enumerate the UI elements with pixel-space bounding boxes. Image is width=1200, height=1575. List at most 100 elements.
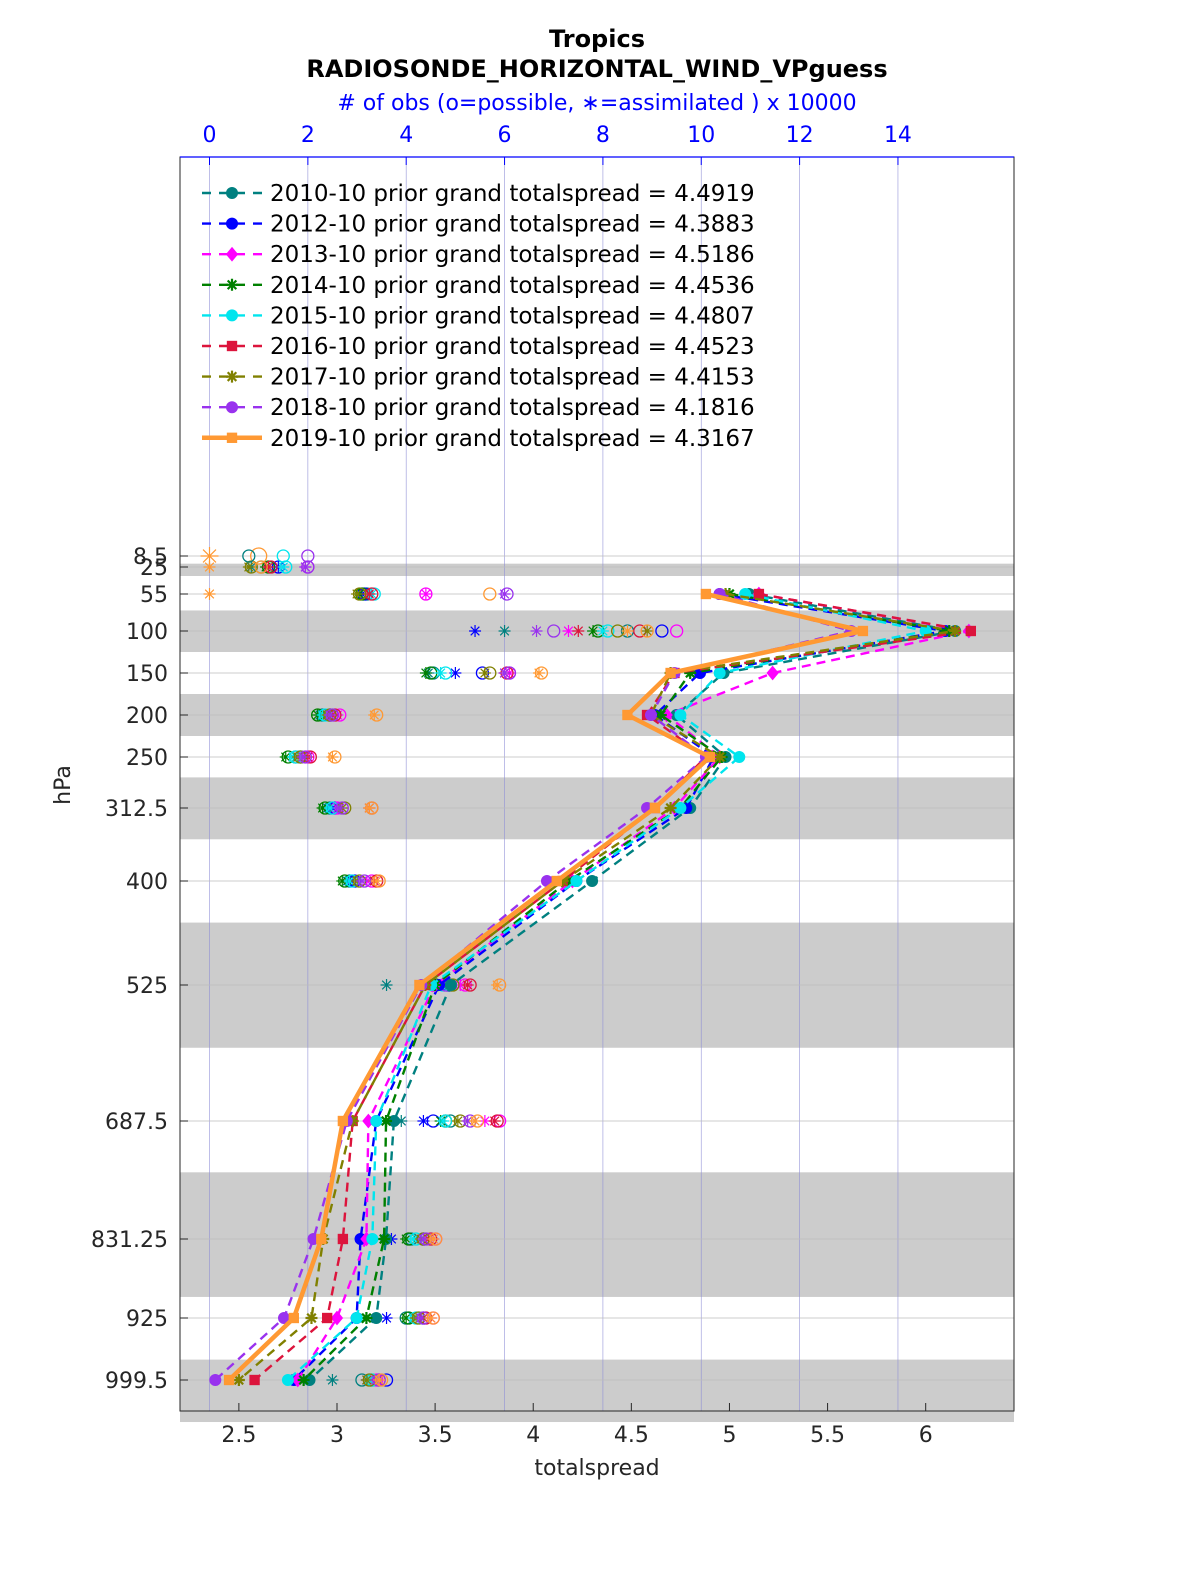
legend-entry-2013-10: 2013-10 prior grand totalspread = 4.5186 <box>270 242 755 268</box>
obs-assimilated-marker <box>491 979 504 991</box>
series-point-2019-10 <box>700 588 712 600</box>
series-point-2019-10 <box>316 1233 327 1245</box>
obs-assimilated-marker <box>296 751 309 763</box>
series-point-2017-10 <box>713 751 726 763</box>
obs-assimilated-marker <box>427 1233 440 1245</box>
series-point-2015-10 <box>674 709 687 721</box>
y-axis-label: hPa <box>51 765 76 805</box>
obs-assimilated-marker <box>478 667 491 679</box>
obs-assimilated-marker <box>498 588 511 600</box>
series-point-2014-10 <box>360 1312 373 1324</box>
series-point-2019-10 <box>857 625 869 637</box>
series-point-2015-10 <box>733 751 746 763</box>
series-point-2019-10 <box>414 979 425 991</box>
chart-title: Tropics <box>549 25 645 53</box>
obs-possible-marker <box>250 547 268 565</box>
obs-assimilated-marker <box>437 1115 450 1127</box>
legend-marker-2012-10 <box>226 217 238 230</box>
series-point-2019-10 <box>622 709 633 721</box>
obs-possible-marker <box>276 549 290 563</box>
obs-assimilated-marker <box>363 588 376 600</box>
obs-assimilated-marker <box>333 802 346 814</box>
y-tick-label: 687.5 <box>105 1110 168 1135</box>
series-point-2017-10 <box>949 625 962 637</box>
obs-assimilated-marker <box>641 625 654 637</box>
legend-entry-2016-10: 2016-10 prior grand totalspread = 4.4523 <box>270 334 755 360</box>
series-point-2016-10 <box>249 1374 260 1386</box>
x-tick-label: 4.5 <box>614 1423 649 1448</box>
series-point-2018-10 <box>209 1374 222 1386</box>
x-tick-label: 2.5 <box>221 1423 256 1448</box>
obs-assimilated-marker <box>451 1115 464 1127</box>
series-point-2015-10 <box>281 1374 294 1386</box>
top-tick-label: 8 <box>596 123 610 148</box>
obs-assimilated-marker <box>532 667 545 679</box>
y-tick-label: 925 <box>126 1307 168 1332</box>
series-point-2013-10 <box>330 1310 344 1326</box>
top-axis-label: # of obs (o=possible, ∗=assimilated ) x … <box>337 91 856 116</box>
obs-assimilated-marker <box>326 751 339 763</box>
series-point-2019-10 <box>288 1312 299 1324</box>
obs-assimilated-marker <box>203 588 216 600</box>
obs-assimilated-marker <box>323 802 336 814</box>
series-point-2017-10 <box>556 875 569 887</box>
legend-entry-2015-10: 2015-10 prior grand totalspread = 4.4807 <box>270 303 755 329</box>
obs-assimilated-marker <box>461 979 474 991</box>
series-point-2019-10 <box>551 875 562 887</box>
obs-assimilated-marker <box>419 588 432 600</box>
series-point-2013-10 <box>766 665 779 681</box>
obs-possible-marker <box>242 549 256 563</box>
obs-assimilated-marker <box>572 625 585 637</box>
obs-assimilated-marker <box>424 1312 437 1324</box>
legend-entry-2018-10: 2018-10 prior grand totalspread = 4.1816 <box>270 395 755 421</box>
series-line-2017-10 <box>238 592 957 1381</box>
x-tick-label: 3 <box>330 1423 344 1448</box>
profile-series <box>209 586 977 1388</box>
top-tick-label: 12 <box>786 123 814 148</box>
y-tick-label: 525 <box>126 974 168 999</box>
top-tick-label: 4 <box>399 123 413 148</box>
series-point-2019-10 <box>223 1374 235 1386</box>
top-tick-label: 0 <box>203 123 217 148</box>
legend-marker-2018-10 <box>226 401 238 414</box>
obs-assimilated-marker <box>449 667 462 679</box>
y-tick-label: 250 <box>126 746 168 771</box>
legend-marker-2013-10 <box>225 246 239 262</box>
obs-assimilated-marker <box>596 625 609 637</box>
series-point-2019-10 <box>665 667 676 679</box>
obs-assimilated-marker <box>373 1374 386 1386</box>
shaded-band <box>180 1359 1014 1423</box>
obs-possible-marker <box>483 587 497 601</box>
series-line-2019-10 <box>227 591 866 1382</box>
top-tick-label: 6 <box>498 123 512 148</box>
obs-assimilated-marker <box>242 561 255 573</box>
obs-assimilated-marker <box>343 875 356 887</box>
obs-assimilated-marker <box>530 625 543 637</box>
legend-entry-2012-10: 2012-10 prior grand totalspread = 4.3883 <box>270 212 755 238</box>
legend-marker-2014-10 <box>226 278 238 291</box>
y-tick-label: 55 <box>140 583 168 608</box>
obs-assimilated-marker <box>351 588 364 600</box>
obs-assimilated-marker <box>368 709 381 721</box>
obs-possible-marker <box>640 624 654 638</box>
obs-possible-marker <box>655 624 669 638</box>
obs-assimilated-marker <box>498 667 511 679</box>
obs-assimilated-marker <box>395 1115 408 1127</box>
obs-assimilated-marker <box>279 751 292 763</box>
obs-assimilated-marker <box>469 1115 482 1127</box>
obs-assimilated-marker <box>370 875 383 887</box>
obs-assimilated-marker <box>336 875 349 887</box>
series-point-2018-10 <box>644 709 657 721</box>
obs-assimilated-marker <box>299 561 312 573</box>
top-tick-label: 14 <box>884 123 912 148</box>
series-point-2014-10 <box>684 667 697 679</box>
obs-assimilated-marker <box>434 667 447 679</box>
obs-assimilated-marker <box>326 1374 339 1386</box>
series-point-2015-10 <box>713 667 726 679</box>
y-tick-label: 999.5 <box>105 1369 168 1394</box>
top-tick-label: 2 <box>301 123 315 148</box>
x-tick-label: 5.5 <box>810 1423 845 1448</box>
legend: 2010-10 prior grand totalspread = 4.4919… <box>202 181 755 452</box>
series-point-2010-10 <box>444 979 457 991</box>
